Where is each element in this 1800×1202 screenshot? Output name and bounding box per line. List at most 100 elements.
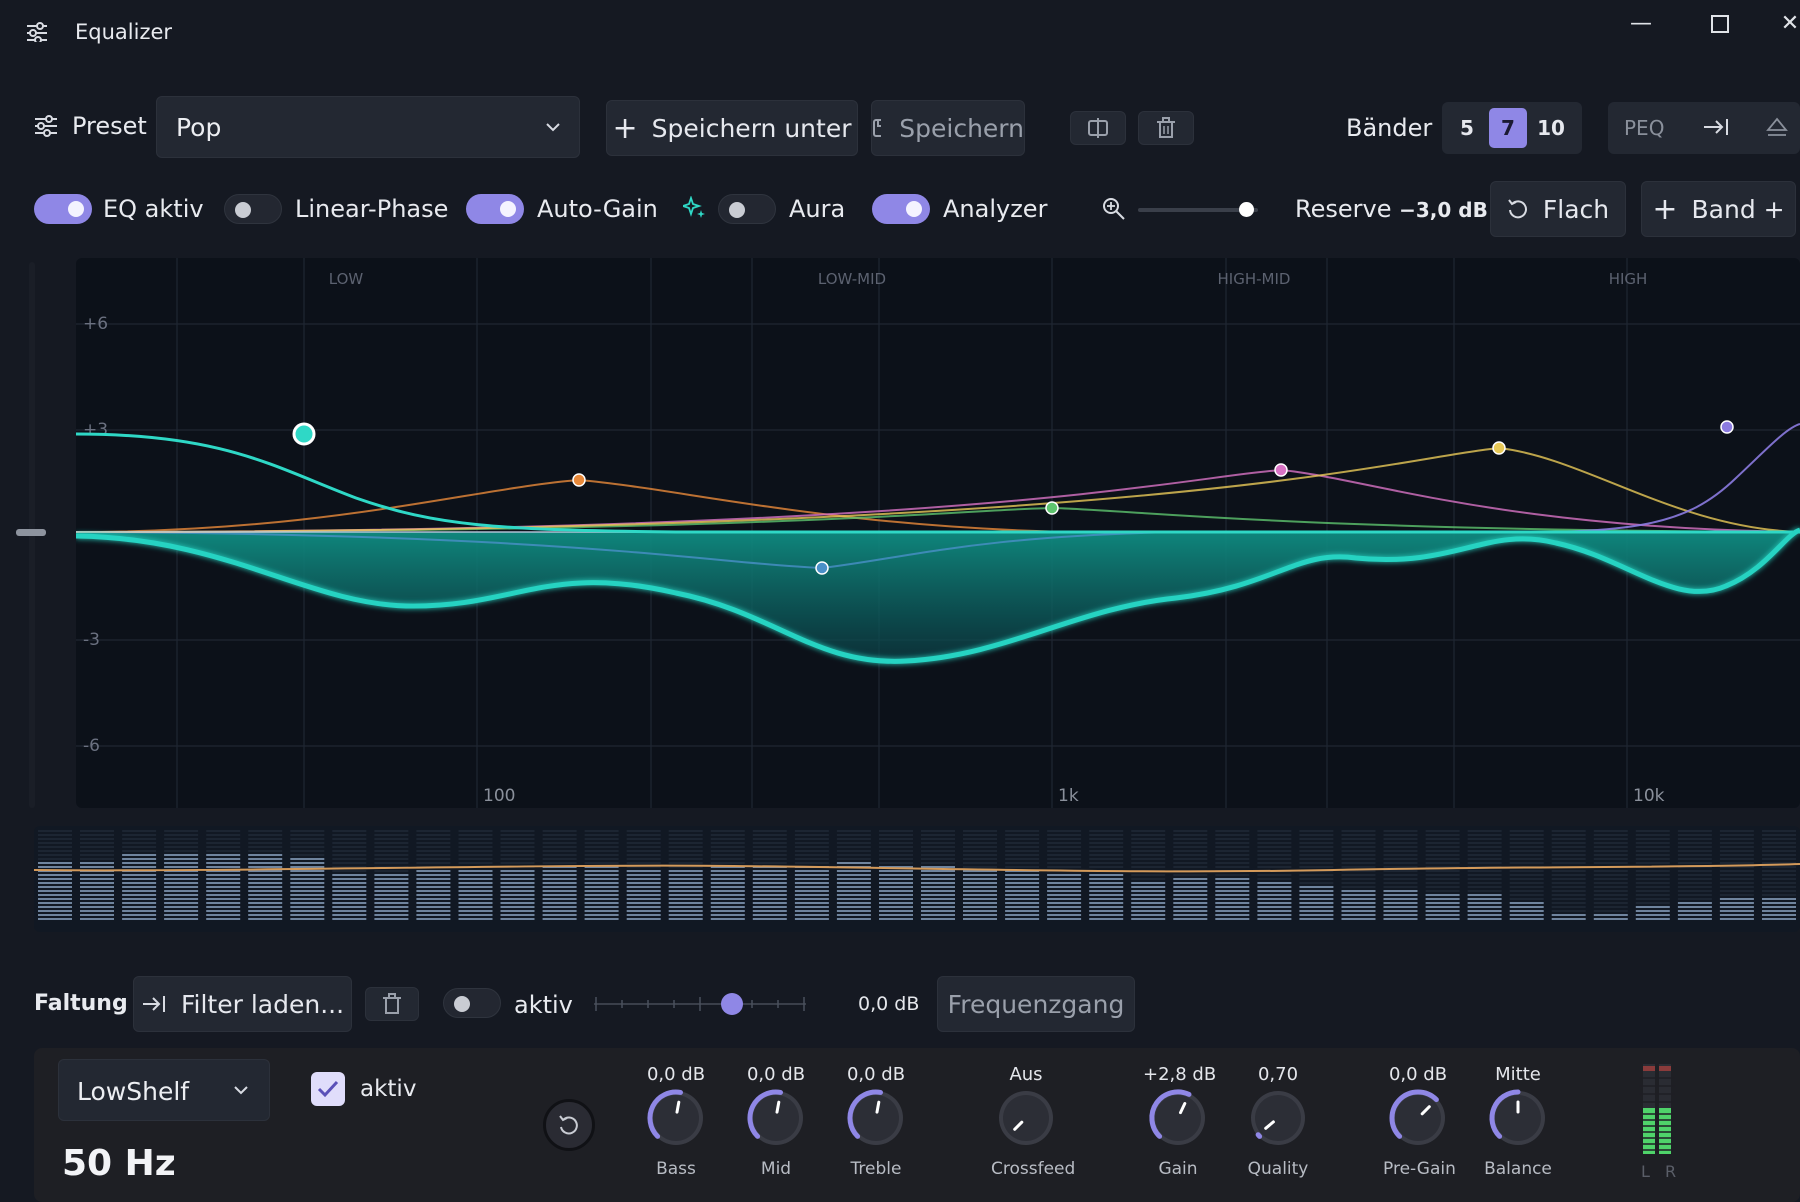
plus-icon: +	[1652, 191, 1678, 227]
trash-icon	[383, 993, 401, 1014]
knob-dial[interactable]	[1483, 1085, 1553, 1151]
knob-crossfeed[interactable]: Aus Crossfeed	[991, 1064, 1075, 1179]
spectrum-bar	[1131, 830, 1166, 920]
preset-dropdown[interactable]: Pop	[156, 96, 580, 158]
band-option-10[interactable]: 10	[1537, 116, 1565, 140]
band-active-label: aktiv	[360, 1076, 417, 1102]
knob-dial[interactable]	[1243, 1085, 1313, 1151]
reset-band-button[interactable]	[543, 1099, 595, 1151]
band-option-5[interactable]: 5	[1460, 116, 1474, 140]
x-tick-1k: 1k	[1058, 786, 1079, 806]
knob-dial[interactable]	[641, 1085, 711, 1151]
knob-dial[interactable]	[1143, 1085, 1213, 1151]
reserve-label: Reserve	[1295, 195, 1392, 223]
spectrum-bar	[122, 830, 157, 920]
aura-toggle[interactable]	[718, 194, 776, 224]
aura-label: Aura	[789, 195, 846, 223]
save-button[interactable]: Speichern	[871, 100, 1025, 156]
convolution-active-toggle[interactable]	[443, 988, 501, 1018]
band-curve-5	[76, 468, 1800, 533]
peq-button[interactable]: PEQ	[1624, 116, 1665, 140]
spectrum-bar	[836, 830, 871, 920]
eq-active-toggle[interactable]	[34, 194, 92, 224]
linear-phase-toggle[interactable]	[224, 194, 282, 224]
save-as-button[interactable]: + Speichern unter	[606, 100, 858, 156]
mode-selector: PEQ	[1608, 102, 1800, 154]
knob-gain[interactable]: +2,8 dB Gain	[1143, 1064, 1216, 1179]
x-tick-10k: 10k	[1633, 786, 1665, 806]
close-button[interactable]: ✕	[1780, 11, 1800, 36]
knob-label: Pre-Gain	[1383, 1159, 1456, 1179]
import-icon	[142, 996, 165, 1012]
spectrum-bar	[332, 830, 367, 920]
bands-label: Bänder	[1346, 114, 1433, 142]
band-handle-2[interactable]	[572, 473, 586, 487]
plus-icon: +	[612, 110, 638, 146]
import-icon[interactable]	[1702, 116, 1730, 138]
maximize-icon	[1711, 15, 1729, 33]
eq-active-label: EQ aktiv	[103, 195, 204, 223]
spectrum-bar	[879, 830, 913, 920]
spectrum-bar	[164, 830, 199, 920]
equalizer-icon	[27, 22, 47, 42]
spectrum-bar	[80, 830, 114, 920]
load-filter-button[interactable]: Filter laden...	[133, 976, 352, 1032]
spectrum-bar	[248, 830, 283, 920]
band-curve-2	[76, 478, 1800, 533]
knob-dial[interactable]	[1383, 1085, 1453, 1151]
convolution-gain-slider[interactable]	[594, 993, 806, 1015]
analyzer-toggle[interactable]	[872, 194, 930, 224]
band-option-7[interactable]: 7	[1489, 108, 1527, 148]
knob-pre-gain[interactable]: 0,0 dB Pre-Gain	[1383, 1064, 1456, 1179]
knob-dial[interactable]	[841, 1085, 911, 1151]
band-handle-7[interactable]	[1720, 420, 1734, 434]
band-handle-4[interactable]	[1045, 501, 1059, 515]
band-curve-1	[76, 432, 1800, 534]
knob-balance[interactable]: Mitte Balance	[1483, 1064, 1553, 1179]
band-handle-5[interactable]	[1274, 463, 1288, 477]
frequency-response-button[interactable]: Frequenzgang	[937, 976, 1135, 1032]
auto-gain-toggle[interactable]	[466, 194, 524, 224]
knob-treble[interactable]: 0,0 dB Treble	[841, 1064, 911, 1179]
band-handle-3[interactable]	[815, 561, 829, 575]
eject-icon[interactable]	[1766, 116, 1788, 138]
y-tick-plus6: +6	[83, 314, 108, 334]
knob-quality[interactable]: 0,70 Quality	[1243, 1064, 1313, 1179]
minimize-button[interactable]: —	[1630, 11, 1652, 36]
add-band-label: Band +	[1691, 194, 1785, 224]
knob-label: Mid	[760, 1159, 792, 1179]
delete-preset-button[interactable]	[1138, 111, 1194, 145]
compare-button[interactable]	[1070, 111, 1126, 145]
spectrum-bar	[1635, 830, 1670, 920]
band-active-checkbox[interactable]	[311, 1072, 345, 1106]
knob-dial[interactable]	[741, 1085, 811, 1151]
flat-button[interactable]: Flach	[1490, 181, 1626, 237]
spectrum-bar	[1467, 830, 1502, 920]
add-band-button[interactable]: + Band +	[1641, 181, 1796, 237]
analyzer-label: Analyzer	[943, 195, 1048, 223]
save-as-label: Speichern unter	[651, 113, 852, 143]
knob-value: Aus	[1009, 1064, 1043, 1085]
zoom-slider[interactable]	[1138, 202, 1258, 217]
knob-value: Mitte	[1495, 1064, 1541, 1085]
preset-icon	[35, 115, 57, 137]
level-meter-bars	[1639, 1064, 1675, 1154]
knob-mid[interactable]: 0,0 dB Mid	[741, 1064, 811, 1179]
zoom-slider-thumb[interactable]	[1239, 202, 1254, 217]
knob-bass[interactable]: 0,0 dB Bass	[641, 1064, 711, 1179]
band-handle-1[interactable]	[292, 422, 316, 446]
vertical-gain-thumb[interactable]	[16, 529, 46, 536]
eq-graph[interactable]: LOW LOW-MID HIGH-MID HIGH +6 +3 -3 -6 10…	[76, 258, 1800, 808]
region-low-mid: LOW-MID	[818, 270, 886, 288]
eq-graph-canvas[interactable]: LOW LOW-MID HIGH-MID HIGH +6 +3 -3 -6 10…	[76, 258, 1800, 808]
maximize-button[interactable]	[1700, 6, 1740, 42]
delete-filter-button[interactable]	[365, 987, 419, 1021]
knob-label: Gain	[1158, 1159, 1198, 1179]
region-high: HIGH	[1609, 270, 1648, 288]
filter-type-dropdown[interactable]: LowShelf	[58, 1059, 270, 1121]
convolution-gain-thumb[interactable]	[720, 993, 743, 1015]
knob-dial[interactable]	[991, 1085, 1061, 1151]
spectrum-bar	[1215, 830, 1250, 920]
spectrum-bar	[1593, 830, 1628, 920]
band-handle-6[interactable]	[1492, 441, 1506, 455]
